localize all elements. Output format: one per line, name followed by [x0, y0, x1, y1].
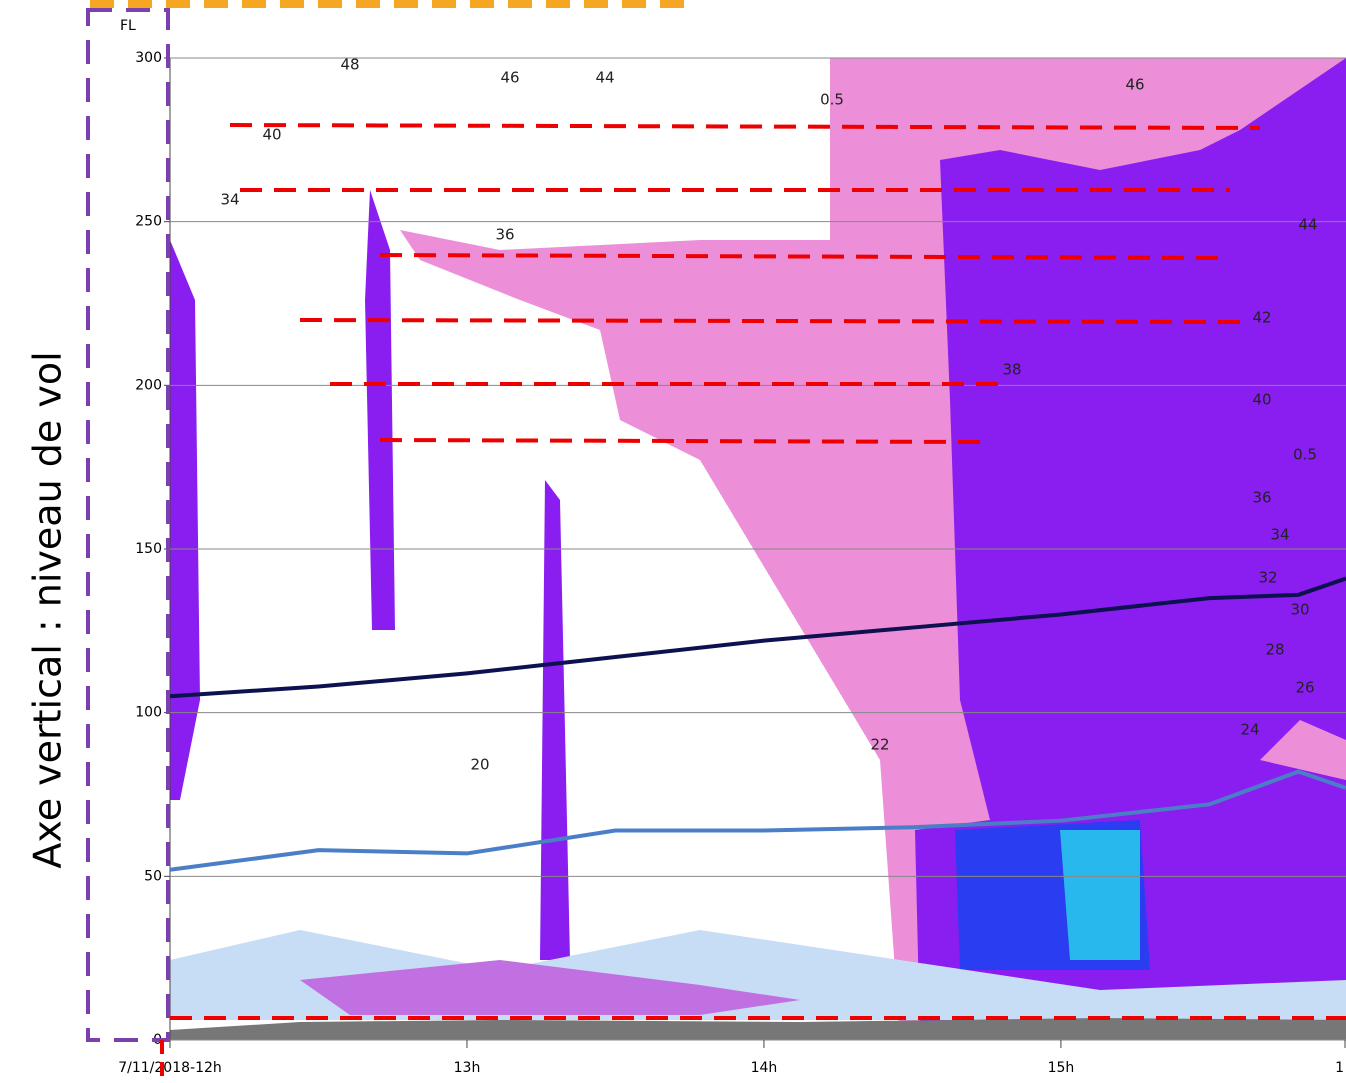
contour-label: 36	[1252, 489, 1271, 507]
x-tick-label: 7/11/2018-12h	[118, 1060, 222, 1076]
y-tick-label: 300	[135, 50, 162, 66]
contour-label: 44	[595, 69, 614, 87]
contour-label: 28	[1265, 641, 1284, 659]
contour-label: 46	[1125, 76, 1144, 94]
contour-label: 38	[1002, 361, 1021, 379]
contour-label: 22	[870, 736, 889, 754]
contour-label: 42	[1252, 309, 1271, 327]
page: 0501001502002503007/11/2018-12h13h14h15h…	[0, 0, 1346, 1083]
x-tick-label: 13h	[454, 1060, 481, 1076]
contour-label: 34	[1270, 526, 1289, 544]
contour-label: 20	[470, 756, 489, 774]
y-unit: FL	[120, 18, 136, 34]
contour-label: 26	[1295, 679, 1314, 697]
contour-label: 40	[262, 126, 281, 144]
x-tick-label: 1	[1335, 1060, 1344, 1076]
contour-label: 40	[1252, 391, 1271, 409]
contour-label: 32	[1258, 569, 1277, 587]
contour-label: 0.5	[1293, 446, 1317, 464]
contour-label: 46	[500, 69, 519, 87]
x-tick-label: 14h	[751, 1060, 778, 1076]
contour-label: 30	[1290, 601, 1309, 619]
contour-label: 24	[1240, 721, 1259, 739]
chart: 0501001502002503007/11/2018-12h13h14h15h…	[0, 0, 1346, 1083]
contour-label: 34	[220, 191, 239, 209]
y-tick-label: 250	[135, 214, 162, 230]
contour-label: 48	[340, 56, 359, 74]
y-tick-label: 200	[135, 377, 162, 393]
highlight-box	[88, 10, 168, 1040]
y-tick-label: 150	[135, 541, 162, 557]
x-tick-label: 15h	[1048, 1060, 1075, 1076]
contour-label: 36	[495, 226, 514, 244]
y-tick-label: 50	[144, 868, 162, 884]
y-tick-label: 100	[135, 705, 162, 721]
y-axis-label: Axe vertical : niveau de vol	[26, 351, 70, 868]
contour-label: 0.5	[820, 91, 844, 109]
contour-label: 44	[1298, 216, 1317, 234]
